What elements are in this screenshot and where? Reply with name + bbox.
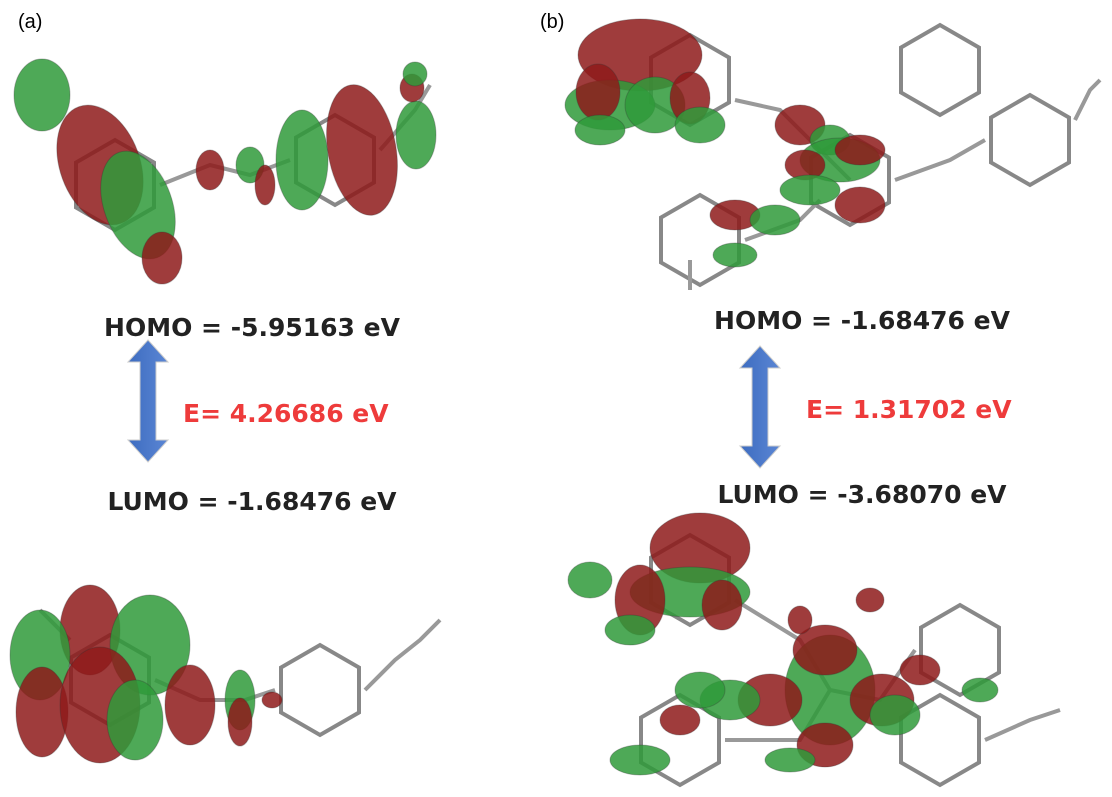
orbital-lobe — [660, 705, 700, 735]
bond — [985, 710, 1060, 740]
orbital-lobe — [262, 692, 282, 708]
orbital-lobe — [276, 110, 328, 210]
orbital-lobe — [750, 205, 800, 235]
orbital-lobe — [14, 59, 70, 131]
energy-gap: E= 4.26686 eV — [183, 399, 389, 428]
orbital-lobe — [107, 680, 163, 760]
panel-label: (a) — [18, 11, 42, 33]
figure: (a) (b) HOMO = -5.95163 eV E= 4.26686 eV… — [0, 0, 1112, 797]
orbital-lobe — [835, 135, 885, 165]
double-arrow — [128, 340, 168, 462]
orbital-lobe — [780, 175, 840, 205]
orbital-lobe — [196, 150, 224, 190]
orbital-lobe — [576, 64, 620, 120]
orbital-lobe — [713, 243, 757, 267]
orbital-lobe — [675, 107, 725, 143]
orbital-lobe — [788, 606, 812, 634]
orbital-lobe — [165, 665, 215, 745]
orbital-lobe — [856, 588, 884, 612]
bond — [365, 620, 440, 690]
homo-energy: HOMO = -1.68476 eV — [714, 306, 1011, 335]
orbital-lobe — [605, 615, 655, 645]
orbital-lobe — [870, 695, 920, 735]
orbital-lobe — [255, 165, 275, 205]
orbital-lobe — [403, 62, 427, 86]
lumo-energy: LUMO = -3.68070 eV — [717, 480, 1007, 509]
orbital-lobe — [317, 79, 407, 221]
ring — [281, 645, 359, 735]
orbital-lobe — [396, 101, 436, 169]
orbital-lobe — [142, 232, 182, 284]
orbital-lobe — [610, 745, 670, 775]
orbital-lobe — [568, 562, 612, 598]
page: {"panels": [ {"label": "(a)", "homo": "H… — [0, 0, 1112, 797]
orbital-lobe — [575, 115, 625, 145]
bond — [1075, 80, 1100, 120]
orbital-lobe — [900, 655, 940, 685]
orbital-lobe — [702, 580, 742, 630]
orbital-lobe — [675, 672, 725, 708]
orbital-lobe — [962, 678, 998, 702]
energy-gap: E= 1.31702 eV — [806, 395, 1012, 424]
panel-label: (b) — [540, 11, 564, 33]
ring — [901, 25, 979, 115]
bond — [895, 140, 985, 180]
orbital-lobe — [765, 748, 815, 772]
lumo-energy: LUMO = -1.68476 eV — [107, 487, 397, 516]
orbital-lobe — [228, 698, 252, 746]
homo-energy: HOMO = -5.95163 eV — [104, 313, 401, 342]
double-arrow — [740, 346, 780, 468]
ring — [991, 95, 1069, 185]
orbital-lobe — [835, 187, 885, 223]
